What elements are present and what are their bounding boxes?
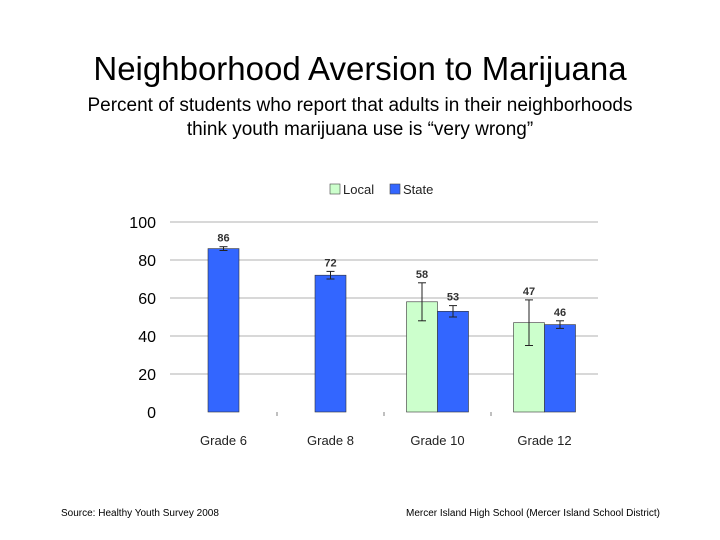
legend-label-state: State [403, 182, 433, 197]
y-tick-label: 20 [138, 367, 156, 384]
y-tick-label: 80 [138, 253, 156, 270]
y-tick-label: 60 [138, 291, 156, 308]
credit-note: Mercer Island High School (Mercer Island… [406, 508, 660, 519]
legend-swatch-state [389, 183, 401, 195]
x-category-label: Grade 8 [307, 433, 354, 448]
x-category-label: Grade 10 [410, 433, 464, 448]
chart-subtitle: Percent of students who report that adul… [40, 94, 680, 142]
data-label: 72 [324, 257, 336, 269]
data-label: 46 [554, 307, 566, 319]
subtitle-line-1: Percent of students who report that adul… [87, 95, 633, 116]
legend-label-local: Local [343, 182, 374, 197]
x-category-label: Grade 12 [517, 433, 571, 448]
data-label: 47 [523, 286, 535, 298]
y-tick-label: 100 [129, 215, 156, 232]
data-label: 86 [217, 233, 229, 245]
legend-swatch-local [329, 183, 341, 195]
chart-title: Neighborhood Aversion to Marijuana [93, 50, 627, 87]
y-tick-label: 0 [147, 405, 156, 422]
x-category-label: Grade 6 [200, 433, 247, 448]
subtitle-line-2: think youth marijuana use is “very wrong… [186, 119, 534, 140]
data-label: 58 [416, 269, 428, 281]
source-note: Source: Healthy Youth Survey 2008 [61, 508, 219, 519]
bar-state [207, 248, 240, 413]
bar-state [544, 324, 576, 413]
bar-state [437, 310, 469, 413]
data-label: 53 [447, 292, 459, 304]
bar-state [314, 274, 347, 413]
y-tick-label: 40 [138, 329, 156, 346]
